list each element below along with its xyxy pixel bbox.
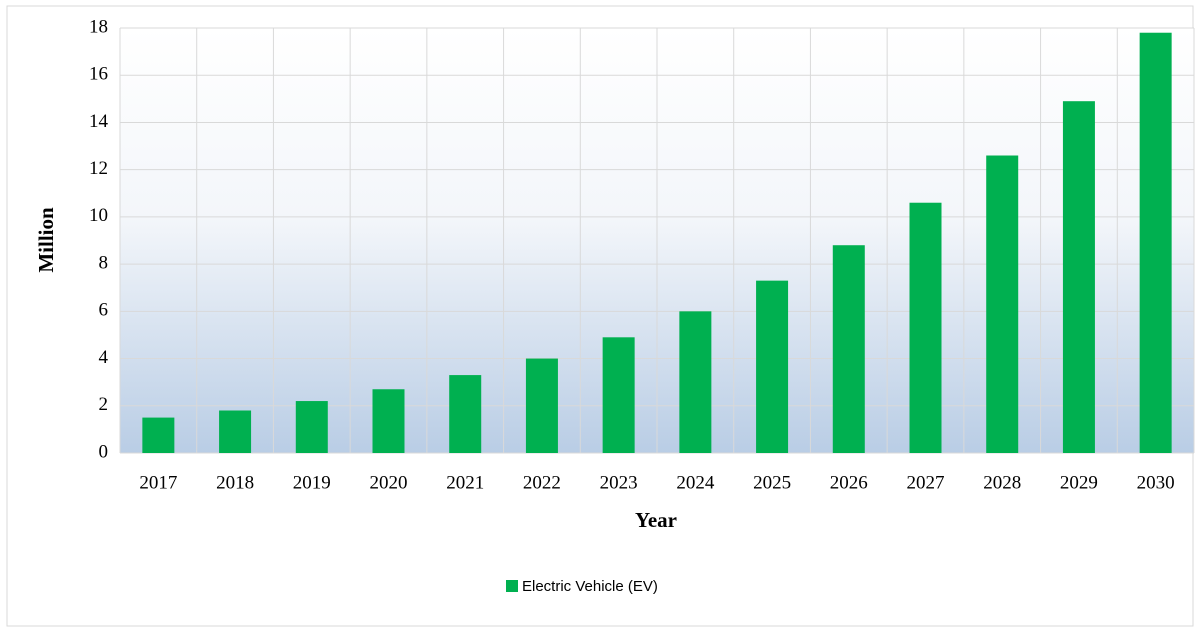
x-tick-label: 2017 <box>139 472 177 493</box>
bar <box>756 280 789 453</box>
bar <box>1062 101 1095 453</box>
x-tick-label: 2022 <box>523 472 561 493</box>
x-axis-title: Year <box>635 508 677 532</box>
y-tick-label: 8 <box>99 252 109 273</box>
legend-label: Electric Vehicle (EV) <box>522 578 658 595</box>
x-tick-label: 2023 <box>600 472 638 493</box>
y-tick-label: 16 <box>89 64 108 85</box>
bar <box>219 410 252 453</box>
bar <box>449 375 482 453</box>
x-tick-label: 2024 <box>676 472 715 493</box>
x-tick-label: 2025 <box>753 472 791 493</box>
legend-swatch <box>506 580 518 592</box>
y-tick-label: 10 <box>89 205 108 226</box>
y-tick-label: 4 <box>99 347 109 368</box>
bar <box>372 389 405 453</box>
bar <box>832 245 865 453</box>
y-tick-label: 0 <box>99 441 109 462</box>
x-tick-label: 2030 <box>1137 472 1175 493</box>
bar <box>142 417 175 453</box>
bar <box>679 311 712 453</box>
y-tick-label: 14 <box>89 111 109 132</box>
bar <box>1139 32 1172 453</box>
x-tick-label: 2020 <box>370 472 408 493</box>
bar <box>525 358 558 453</box>
x-tick-label: 2027 <box>907 472 945 493</box>
x-tick-label: 2021 <box>446 472 484 493</box>
bar <box>295 401 328 453</box>
x-tick-label: 2019 <box>293 472 331 493</box>
bar <box>602 337 635 453</box>
bar <box>986 155 1019 453</box>
y-tick-label: 12 <box>89 158 108 179</box>
y-tick-label: 18 <box>89 16 108 37</box>
x-tick-label: 2026 <box>830 472 868 493</box>
x-tick-label: 2018 <box>216 472 254 493</box>
x-tick-label: 2028 <box>983 472 1021 493</box>
y-axis-title: Million <box>34 207 58 273</box>
y-tick-label: 6 <box>99 300 109 321</box>
bar <box>909 202 942 453</box>
y-tick-label: 2 <box>99 394 109 415</box>
x-tick-label: 2029 <box>1060 472 1098 493</box>
